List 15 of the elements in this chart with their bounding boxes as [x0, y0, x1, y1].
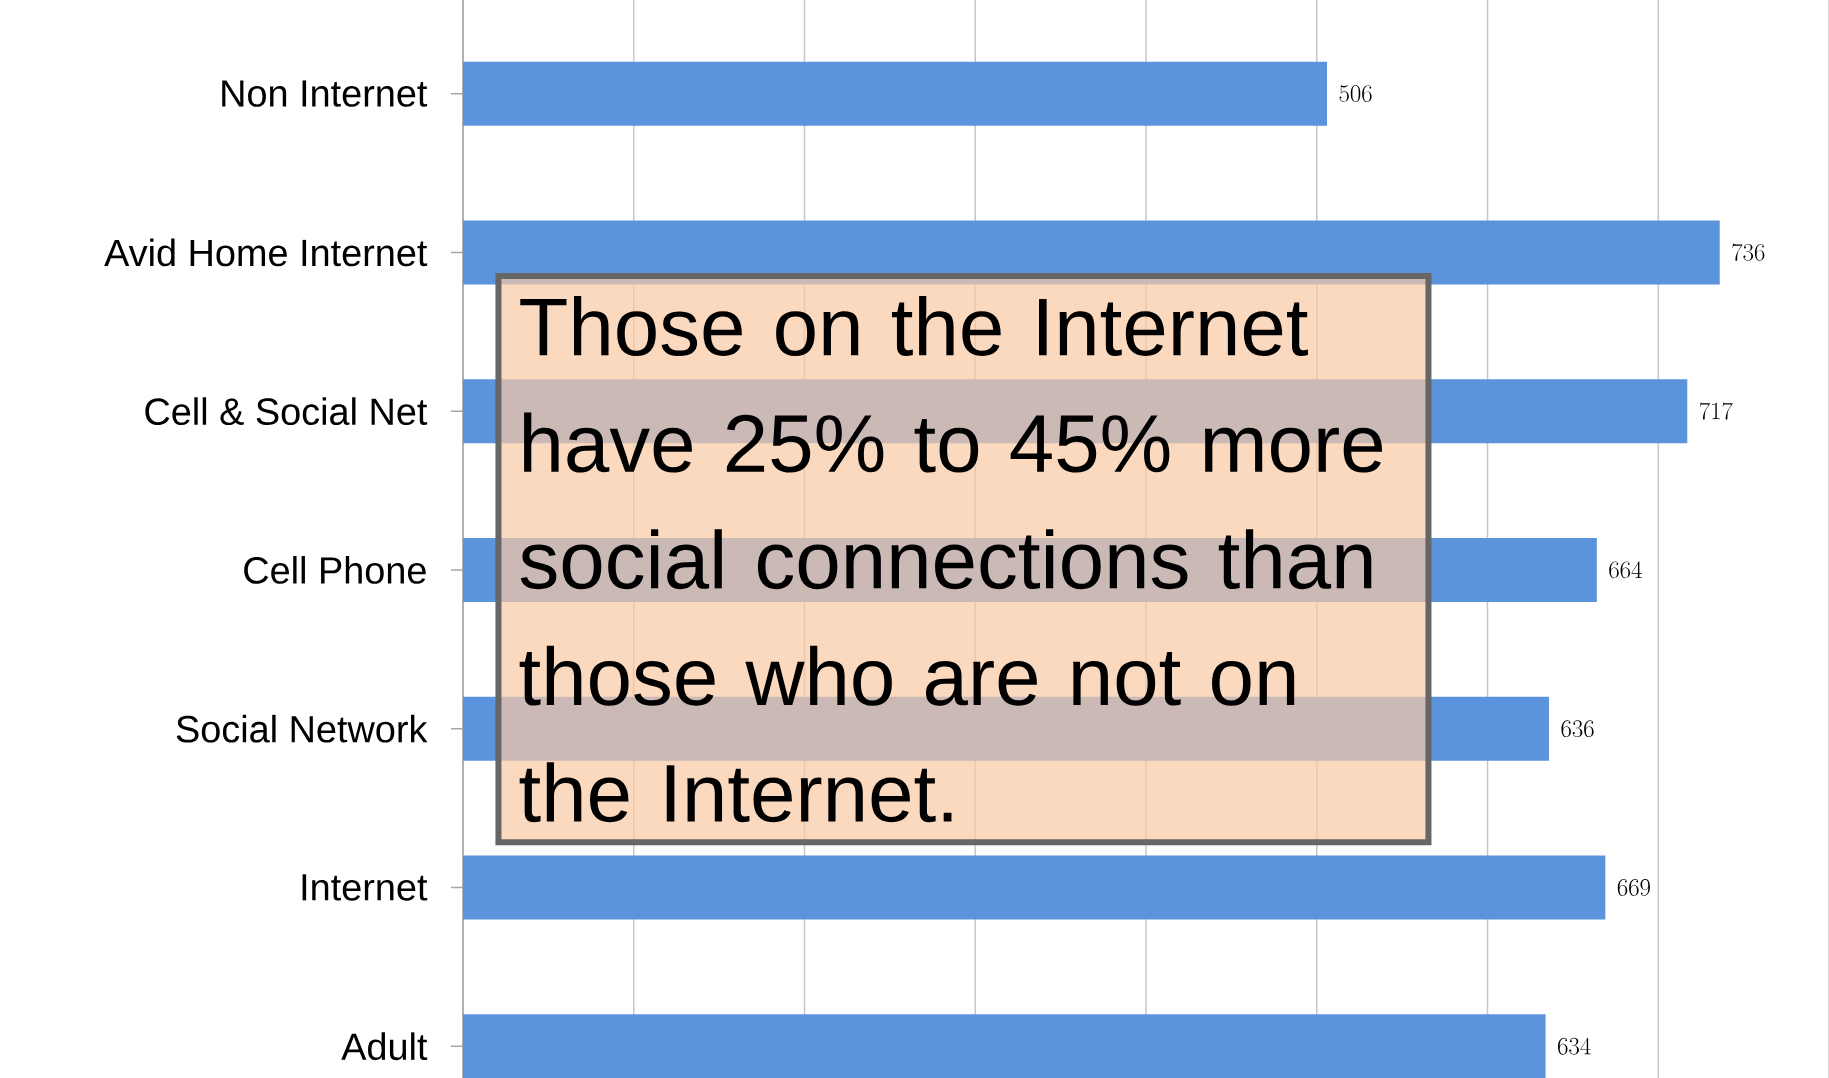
y-tick-label: Adult — [341, 1032, 428, 1061]
data-label: 669 — [1617, 879, 1650, 896]
y-tick-label: Social Network — [176, 714, 428, 743]
data-label: 634 — [1558, 1037, 1591, 1055]
data-label: 736 — [1732, 243, 1765, 261]
y-tick-label: Non Internet — [222, 80, 428, 107]
data-label: 717 — [1699, 402, 1733, 420]
data-label: 664 — [1609, 561, 1642, 579]
data-label: 506 — [1339, 85, 1372, 103]
annotation: Those on the Internet have 25% to 45% more social connections than those who are not on the Internet. — [519, 296, 1383, 823]
data-label: 636 — [1561, 720, 1594, 738]
y-tick-label: Internet — [302, 874, 428, 901]
y-tick-label: Cell Phone — [244, 556, 426, 584]
y-tick-label: Cell & Social Net — [145, 397, 428, 426]
y-tick-label: Avid Home Internet — [104, 238, 428, 267]
